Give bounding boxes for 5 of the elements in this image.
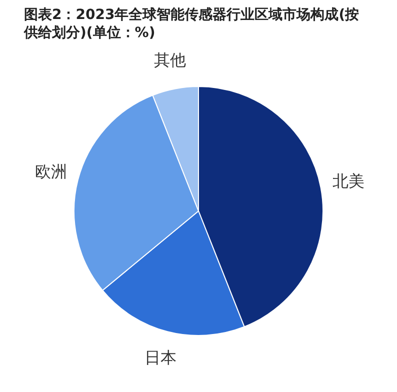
chart-title: 图表2：2023年全球智能传感器行业区域市场构成(按供给划分)(单位：%)	[24, 6, 360, 42]
slice-label: 欧洲	[34, 162, 67, 182]
slice-label: 北美	[332, 172, 364, 191]
slice-label: 其他	[154, 50, 186, 70]
slice-label: 日本	[144, 348, 177, 367]
